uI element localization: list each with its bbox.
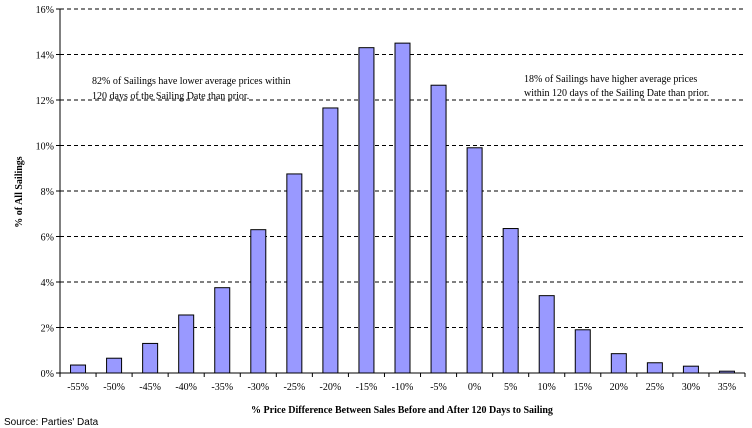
y-axis-title: % of All Sailings [14, 156, 25, 228]
bar [286, 173, 303, 374]
x-tick-label: -40% [175, 382, 197, 393]
x-tick-label: -5% [430, 382, 447, 393]
bar [394, 42, 411, 374]
bar [466, 147, 483, 374]
bar [322, 107, 339, 374]
bars [70, 42, 735, 374]
annotation-right-line-1: 18% of Sailings have higher average pric… [524, 74, 697, 85]
y-tick-labels: 0% 2% 4% 6% 8% 10% 12% 14% 16% [36, 5, 54, 380]
y-tick-label: 10% [36, 142, 54, 153]
bar [682, 365, 699, 374]
bar [214, 287, 231, 374]
x-tick-label: -50% [103, 382, 125, 393]
bar [142, 342, 159, 374]
bar [574, 329, 591, 374]
x-tick-label: -55% [67, 382, 89, 393]
annotation-left-line-2: 120 days of the Sailing Date than prior. [92, 91, 249, 102]
x-tick-label: -30% [247, 382, 269, 393]
x-tick-label: 20% [610, 382, 628, 393]
x-axis-title: % Price Difference Between Sales Before … [251, 405, 553, 416]
bar [178, 314, 195, 374]
x-tick-label: -45% [139, 382, 161, 393]
x-tick-label: -25% [284, 382, 306, 393]
axes [56, 8, 746, 377]
source-note: Source: Parties' Data [4, 417, 99, 428]
x-tick-label: -35% [211, 382, 233, 393]
x-tick-label: 35% [718, 382, 736, 393]
bar [250, 229, 267, 374]
x-tick-label: 15% [574, 382, 592, 393]
gridlines [60, 8, 745, 328]
bar [610, 353, 627, 374]
x-tick-label: -10% [392, 382, 414, 393]
y-tick-label: 0% [41, 369, 54, 380]
annotation-left-line-1: 82% of Sailings have lower average price… [92, 76, 291, 87]
y-tick-label: 2% [41, 324, 54, 335]
bar [358, 47, 375, 374]
bar [430, 84, 447, 374]
bar [502, 228, 519, 374]
x-tick-label: 10% [538, 382, 556, 393]
y-tick-label: 12% [36, 96, 54, 107]
x-tick-label: -15% [356, 382, 378, 393]
y-tick-label: 14% [36, 51, 54, 62]
annotation-right-line-2: within 120 days of the Sailing Date than… [524, 88, 709, 99]
y-tick-label: 16% [36, 5, 54, 16]
x-tick-labels: -55% -50% -45% -40% -35% -30% -25% -20% -15% -10%… [67, 382, 736, 393]
y-tick-label: 6% [41, 233, 54, 244]
bar [106, 357, 123, 374]
x-tick-label: 25% [646, 382, 664, 393]
y-tick-label: 8% [41, 187, 54, 198]
x-tick-label: 30% [682, 382, 700, 393]
bar [538, 295, 555, 374]
bar [70, 364, 87, 374]
x-tick-label: -20% [320, 382, 342, 393]
x-tick-label: 0% [468, 382, 481, 393]
x-tick-label: 5% [504, 382, 517, 393]
bar [646, 362, 663, 374]
y-tick-label: 4% [41, 278, 54, 289]
